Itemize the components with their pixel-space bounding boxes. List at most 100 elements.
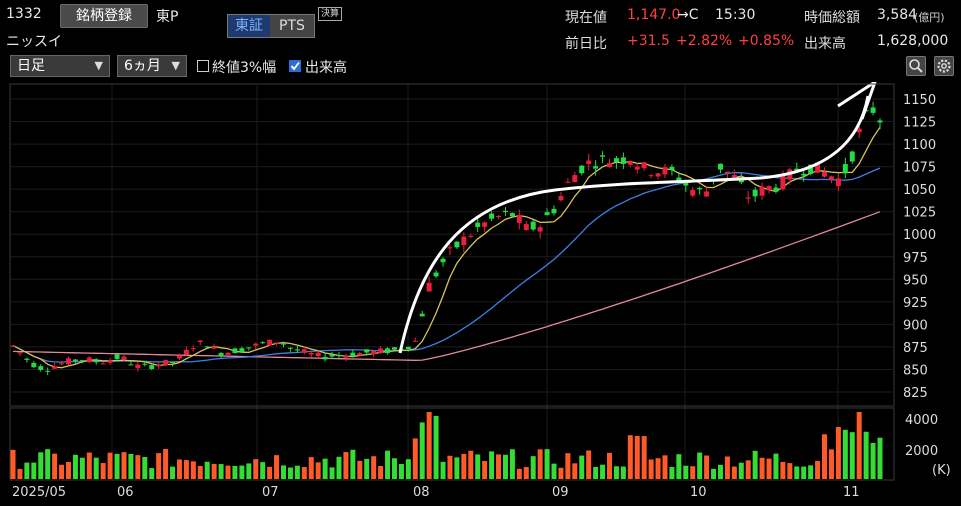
- band-label: 終値3%幅: [212, 60, 277, 76]
- x-tick-label: 09: [552, 485, 569, 500]
- change-label: 前日比: [565, 36, 607, 52]
- volume-bar: [391, 458, 397, 479]
- candle-body: [738, 179, 744, 183]
- volume-tick-label: 2000: [905, 444, 938, 459]
- current-price: 1,147.0: [627, 7, 681, 23]
- volume-bar: [516, 468, 522, 479]
- volume-bar: [801, 466, 807, 479]
- chart-grid: [11, 85, 893, 479]
- candle-body: [717, 163, 723, 170]
- volume-bar: [17, 468, 23, 479]
- volume-panel-frame: [9, 407, 895, 481]
- zoom-icon[interactable]: [906, 56, 926, 76]
- x-tick-label: 11: [843, 485, 860, 500]
- volume-bar: [606, 452, 612, 479]
- price-chart[interactable]: 1150 1125 1100 1075 1050 1025 1000 975 950 925 900…: [0, 82, 961, 506]
- candle-body: [482, 222, 488, 227]
- volume-bar: [149, 468, 155, 479]
- volume-bar: [253, 459, 259, 479]
- mcap-label: 時価総額: [804, 10, 860, 26]
- gear-icon[interactable]: [934, 56, 954, 76]
- candle-body: [246, 347, 252, 349]
- tab-pts[interactable]: PTS: [270, 15, 314, 37]
- volume-bar: [641, 436, 647, 479]
- candle-body: [239, 348, 245, 353]
- candle-body: [842, 164, 848, 174]
- volume-bar: [711, 468, 717, 479]
- candle-body: [676, 177, 682, 181]
- settlement-badge[interactable]: 決算: [318, 7, 343, 21]
- candle-body: [170, 361, 176, 363]
- candle-body: [697, 188, 703, 190]
- volume-bar: [558, 467, 564, 479]
- band-checkbox[interactable]: [197, 60, 209, 72]
- volume-bar: [246, 463, 252, 479]
- y-tick-label: 1025: [903, 206, 936, 221]
- candle-body: [267, 339, 273, 346]
- volume-bar: [717, 464, 723, 479]
- volume-bar: [170, 466, 176, 479]
- volume-bar: [523, 467, 529, 479]
- x-tick-label: 2025/05: [12, 485, 66, 500]
- volume-bar: [440, 461, 446, 479]
- tab-tosho[interactable]: 東証: [228, 15, 270, 37]
- volume-bar: [301, 467, 307, 479]
- volume-bar: [877, 437, 883, 479]
- register-button[interactable]: 銘柄登録: [60, 4, 148, 28]
- volume-bar: [454, 457, 460, 479]
- volume-bar: [38, 452, 44, 479]
- candle-body: [648, 175, 654, 177]
- volume-bar: [398, 463, 404, 479]
- volume-bar: [315, 462, 321, 479]
- volume-bar: [336, 456, 342, 479]
- candle-body: [468, 235, 474, 237]
- candle-body: [627, 161, 633, 165]
- candle-body: [294, 349, 300, 351]
- candle-body: [287, 347, 293, 349]
- volume-bar: [787, 463, 793, 479]
- candle-body: [489, 213, 495, 219]
- volume-bar: [794, 466, 800, 479]
- volume-bar: [72, 454, 78, 479]
- volume-checkbox[interactable]: [289, 60, 301, 72]
- volume-bar: [828, 449, 834, 479]
- candle-body: [253, 343, 259, 346]
- candle-body: [121, 356, 127, 360]
- candle-body: [59, 363, 65, 365]
- volume-bar: [267, 466, 273, 479]
- candle-body: [100, 363, 106, 365]
- volume-bar: [385, 450, 391, 479]
- volume-bar: [461, 453, 467, 479]
- volume-bar: [593, 467, 599, 479]
- candle-body: [634, 166, 640, 170]
- volume-axis: 4000 2000 (K): [905, 413, 951, 478]
- candle-body: [378, 348, 384, 353]
- y-tick-label: 900: [903, 318, 928, 333]
- candle-body: [433, 272, 439, 277]
- volume-bar: [856, 412, 862, 479]
- volume-bar: [544, 449, 550, 479]
- candle-body: [877, 120, 883, 123]
- exchange-tabs: 東証 PTS: [227, 14, 315, 38]
- volume-bar: [634, 435, 640, 479]
- volume-bar: [676, 454, 682, 479]
- candle-body: [815, 162, 821, 173]
- volume-bar: [815, 460, 821, 479]
- volume-tick-label: 4000: [905, 413, 938, 428]
- candle-body: [537, 227, 543, 232]
- range-select[interactable]: 6ヵ月 ▼: [117, 55, 187, 77]
- ma-mid-line: [12, 167, 881, 363]
- candle-body: [579, 165, 585, 174]
- candle-body: [315, 352, 321, 357]
- company-name: ニッスイ: [6, 34, 62, 50]
- price-label: 現在値: [565, 10, 607, 26]
- candle-body: [454, 241, 460, 248]
- period-select[interactable]: 日足 ▼: [10, 55, 110, 77]
- volume-bar: [86, 452, 92, 479]
- volume-bar: [79, 457, 85, 479]
- volume-bar: [405, 459, 411, 479]
- candle-body: [475, 222, 481, 227]
- volume-bar: [669, 467, 675, 479]
- volume-bar: [551, 463, 557, 479]
- volume-bar: [475, 454, 481, 479]
